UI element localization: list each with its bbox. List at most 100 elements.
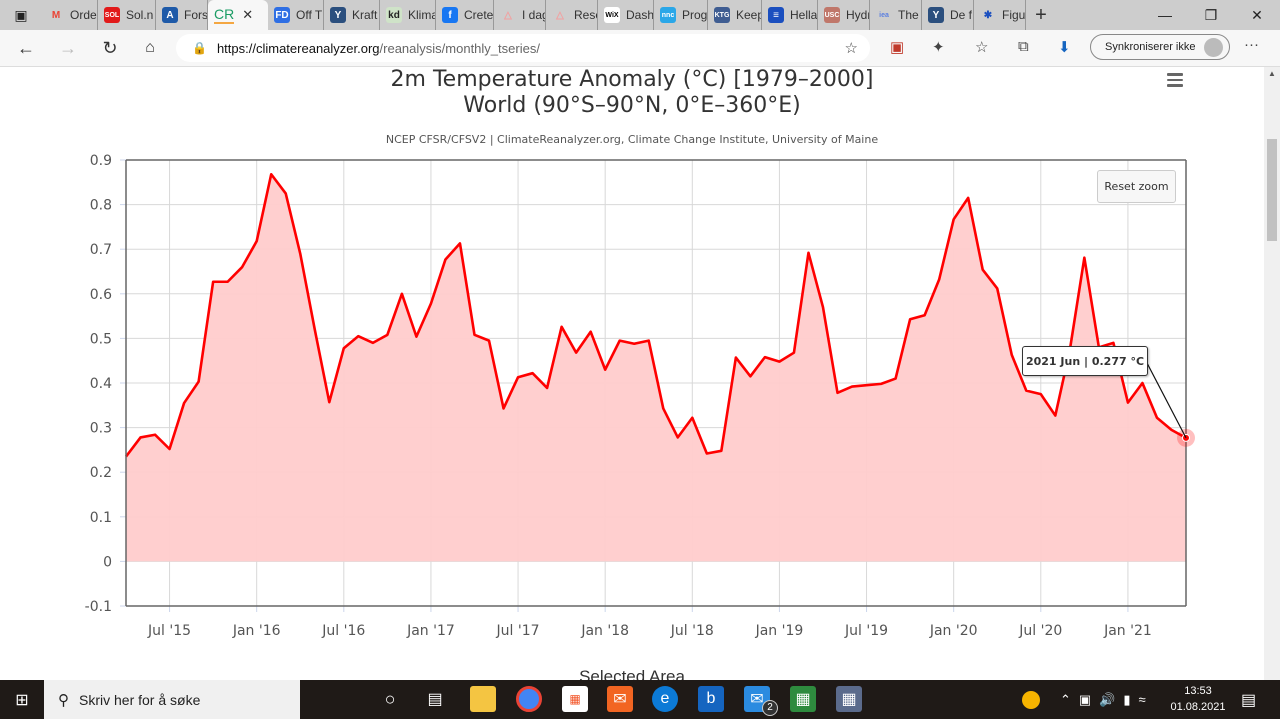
series-line[interactable]	[124, 172, 1187, 458]
downloads-icon[interactable]: ⬇	[1058, 39, 1071, 56]
cortana-icon[interactable]: ○	[384, 688, 396, 709]
tab-2[interactable]: A Forsi	[156, 0, 208, 30]
wifi-icon[interactable]: ≈	[1138, 692, 1146, 707]
tab-favicon-icon: Y	[928, 7, 944, 23]
tab-7[interactable]: f Crete	[436, 0, 494, 30]
mail-app-icon[interactable]: ✉	[607, 686, 633, 712]
refresh-icon[interactable]: ↻	[102, 37, 118, 58]
chart-plot[interactable]: 0.9 0.8 0.7 0.6 0.5 0.4 0.3 0.2 0.1 0 -0.1 Jul '15 J…	[0, 67, 1264, 667]
add-favorite-icon[interactable]: ☆	[844, 40, 858, 57]
close-window-icon[interactable]: ✕	[1251, 7, 1263, 23]
y-tick-label: 0.4	[90, 376, 112, 392]
favorites-icon[interactable]: ☆	[975, 39, 989, 56]
tab-label: Keep	[736, 8, 762, 22]
meet-now-icon[interactable]: ▣	[1078, 691, 1092, 707]
y-tick-label: 0	[103, 554, 112, 570]
tab-favicon-icon: KTG	[714, 7, 730, 23]
store-icon[interactable]: ▦	[562, 686, 588, 712]
scroll-up-icon[interactable]: ▲	[1268, 69, 1276, 78]
tab-favicon-icon: USC	[824, 7, 840, 23]
url-domain: https://climatereanalyzer.org	[216, 40, 380, 56]
back-icon[interactable]: ←	[17, 37, 35, 58]
weather-icon[interactable]	[1022, 680, 1040, 719]
tab-1[interactable]: SOL Sol.n	[98, 0, 156, 30]
file-explorer-icon[interactable]	[470, 686, 496, 712]
reset-zoom-button[interactable]: Reset zoom	[1097, 170, 1176, 203]
chrome-icon[interactable]	[516, 686, 542, 712]
tab-5[interactable]: Y Kraft	[324, 0, 380, 30]
restore-icon[interactable]: ❐	[1204, 7, 1218, 23]
url-input[interactable]: 🔒 https://climatereanalyzer.org/reanalys…	[176, 34, 870, 62]
bitwarden-mail-icon[interactable]: b	[698, 686, 724, 712]
page-scrollbar[interactable]: ▲	[1264, 67, 1280, 680]
more-menu-icon[interactable]: ···	[1244, 36, 1259, 53]
tab-label: Forsi	[184, 8, 208, 22]
minimize-icon[interactable]: —	[1158, 7, 1172, 23]
calculator-icon[interactable]: ▦	[836, 686, 862, 712]
tab-label: Klima	[408, 8, 436, 22]
window-controls: — ❐ ✕	[1142, 0, 1280, 30]
chevron-up-icon[interactable]: ⌃	[1060, 691, 1071, 707]
y-tick-label: 0.9	[90, 153, 112, 169]
tab-favicon-icon: f	[442, 7, 458, 23]
page-content: 2m Temperature Anomaly (°C) [1979–2000] …	[0, 67, 1264, 680]
tab-8[interactable]: △ I dag	[494, 0, 546, 30]
taskbar-search-input[interactable]: ⚲ Skriv her for å søke	[44, 680, 300, 719]
x-tick-label: Jan '16	[232, 623, 281, 639]
chart-tooltip: 2021 Jun | 0.277 °C	[1022, 346, 1148, 376]
x-tick-label: Jul '19	[844, 623, 888, 639]
x-tick-label: Jan '17	[406, 623, 455, 639]
tab-11[interactable]: nnc Prog	[654, 0, 708, 30]
clock-time: 13:53	[1184, 685, 1212, 697]
tab-6[interactable]: kd Klima	[380, 0, 436, 30]
battery-icon[interactable]: ▮	[1123, 691, 1131, 707]
tab-14[interactable]: USC Hydr	[818, 0, 870, 30]
tab-favicon-icon: iea	[879, 11, 889, 19]
area-fill	[126, 174, 1186, 562]
x-tick-label: Jan '18	[580, 623, 629, 639]
x-tick-label: Jan '19	[755, 623, 804, 639]
edge-icon[interactable]: e	[652, 686, 678, 712]
search-icon: ⚲	[58, 691, 69, 709]
collections-icon[interactable]: ⧉	[1018, 38, 1029, 55]
forward-icon[interactable]: →	[59, 37, 77, 58]
new-tab-button[interactable]: +	[1035, 3, 1047, 26]
search-placeholder: Skriv her for å søke	[79, 691, 201, 708]
tab-16[interactable]: Y De f	[922, 0, 974, 30]
tab-0[interactable]: M Orde	[42, 0, 98, 30]
spreadsheet-icon[interactable]: ▦	[790, 686, 816, 712]
tab-label: Kraft	[352, 8, 378, 22]
system-tray[interactable]: ⌃ ▣ 🔊 ▮ ≈	[1060, 680, 1146, 719]
tab-favicon-icon: SOL	[104, 7, 120, 23]
tab-4[interactable]: FD Off T	[268, 0, 324, 30]
tab-9[interactable]: △ Rese	[546, 0, 598, 30]
tab-15[interactable]: iea The	[870, 0, 922, 30]
close-tab-icon[interactable]: ✕	[242, 7, 254, 22]
tab-3[interactable]: CR ✕	[208, 0, 268, 30]
tab-13[interactable]: ≡ Hella	[762, 0, 818, 30]
task-view-icon[interactable]: ▤	[427, 691, 443, 708]
x-tick-label: Jan '20	[929, 623, 978, 639]
tab-12[interactable]: KTG Keep	[708, 0, 762, 30]
clock-date: 01.08.2021	[1170, 701, 1226, 713]
tab-favicon-icon: A	[162, 7, 178, 23]
notifications-icon[interactable]: ▤	[1241, 691, 1257, 709]
extensions-puzzle-icon[interactable]: ✦	[932, 39, 945, 56]
tab-label: Hydr	[846, 8, 870, 22]
windows-start-icon[interactable]: ⊞	[15, 691, 29, 709]
mail-badge: 2	[762, 700, 778, 716]
lock-icon: 🔒	[192, 41, 207, 55]
tab-favicon-icon: △	[504, 9, 512, 21]
tab-actions-icon[interactable]: ▣	[14, 6, 28, 23]
extension-icon[interactable]: ▣	[890, 39, 905, 56]
volume-icon[interactable]: 🔊	[1099, 691, 1116, 707]
tab-10[interactable]: WiX Dash	[598, 0, 654, 30]
tab-17[interactable]: ✱ Figu	[974, 0, 1026, 30]
home-icon[interactable]: ⌂	[145, 39, 155, 56]
clock[interactable]: 13:53 01.08.2021	[1168, 683, 1228, 715]
tab-label: Dash	[626, 8, 654, 22]
tab-favicon-icon: Y	[330, 7, 346, 23]
chart-menu-icon[interactable]	[1167, 73, 1183, 90]
sync-profile-button[interactable]: Synkroniserer ikke	[1090, 34, 1230, 60]
scroll-thumb[interactable]	[1267, 139, 1277, 241]
